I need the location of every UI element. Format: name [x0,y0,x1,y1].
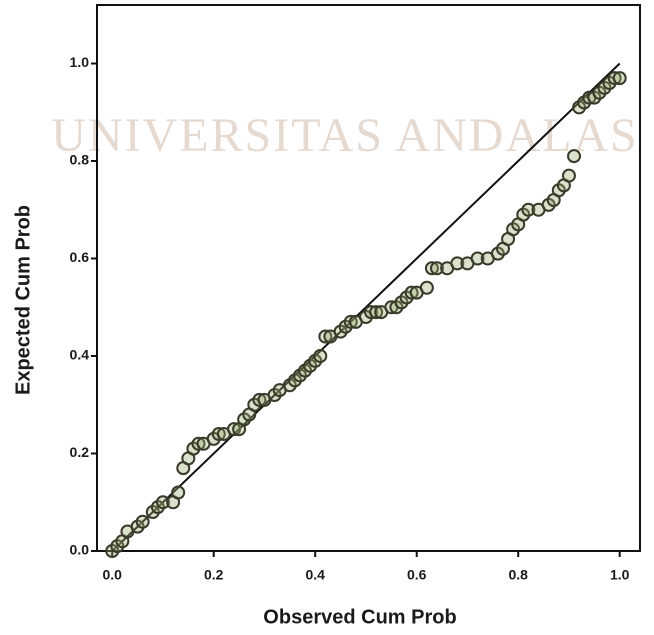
point [614,72,626,84]
point [137,516,149,528]
y-tick-label: 0.4 [70,347,90,363]
x-tick-label: 0.6 [407,567,427,583]
x-tick-label: 0.0 [102,567,122,583]
y-tick-label: 0.6 [70,249,90,265]
point [563,170,575,182]
x-axis-title: Observed Cum Prob [263,606,456,628]
x-tick-label: 1.0 [610,567,630,583]
x-tick-label: 0.4 [305,567,325,583]
point [421,282,433,294]
y-axis-title: Expected Cum Prob [12,205,34,395]
y-tick-label: 1.0 [70,54,90,70]
point [314,350,326,362]
point [568,150,580,162]
point [172,487,184,499]
y-tick-label: 0.8 [70,152,90,168]
chart: UNIVERSITAS ANDALAS Observed Cum Prob Ex… [0,0,654,635]
x-tick-label: 0.2 [204,567,224,583]
y-tick-label: 0.0 [70,542,90,558]
y-tick-label: 0.2 [70,444,90,460]
watermark: UNIVERSITAS ANDALAS [51,109,639,162]
x-tick-label: 0.8 [508,567,528,583]
